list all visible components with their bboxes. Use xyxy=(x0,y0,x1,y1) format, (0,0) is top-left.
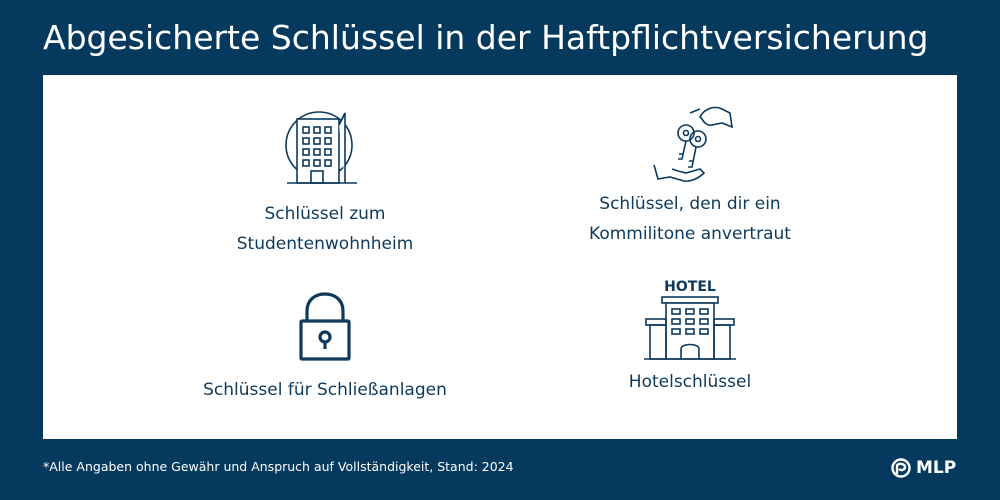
hotel-icon: HOTEL xyxy=(644,279,736,360)
logo-text: MLP xyxy=(916,458,957,478)
padlock-icon xyxy=(299,292,351,361)
item-label-line: Studentenwohnheim xyxy=(236,234,414,254)
footnote: *Alle Angaben ohne Gewähr und Anspruch a… xyxy=(43,459,514,474)
item-label-line: Schlüssel, den dir ein xyxy=(599,194,781,214)
item-label-line: Hotelschlüssel xyxy=(628,372,752,392)
building-icon xyxy=(285,111,357,184)
mlp-logo: MLP xyxy=(890,457,956,479)
item-label-line: Kommilitone anvertraut xyxy=(589,224,791,244)
content-panel: Schlüssel zum Studentenwohnheim Schlüsse… xyxy=(43,75,957,439)
item-key-from-fellow-student: Schlüssel, den dir ein Kommilitone anver… xyxy=(560,99,820,249)
item-hotel-key: HOTEL Hotelschlüssel xyxy=(590,277,790,397)
item-label-line: Schlüssel zum xyxy=(264,204,386,224)
page-title: Abgesicherte Schlüssel in der Haftpflich… xyxy=(43,18,929,57)
mlp-logo-icon xyxy=(891,458,911,478)
item-label-line: Schlüssel für Schließanlagen xyxy=(203,380,447,400)
item-student-dorm: Schlüssel zum Studentenwohnheim xyxy=(210,105,440,259)
hotel-sign-text: HOTEL xyxy=(664,279,716,295)
key-handover-icon xyxy=(653,106,733,182)
item-locking-systems: Schlüssel für Schließanlagen xyxy=(185,291,465,405)
